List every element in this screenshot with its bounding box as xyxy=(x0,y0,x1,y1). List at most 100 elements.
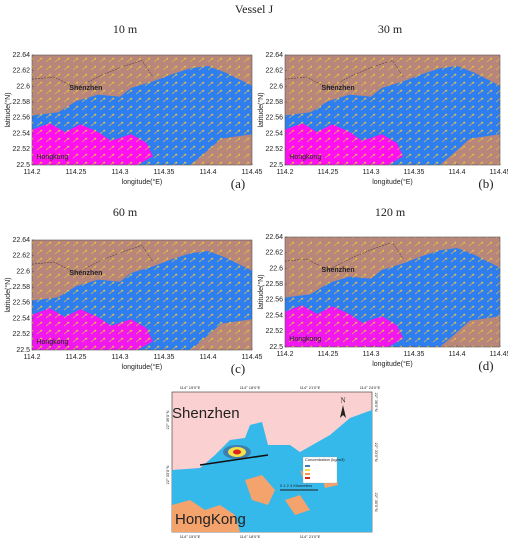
place-label: Shenzhen xyxy=(69,270,102,277)
x-axis-label: longitude(°E) xyxy=(122,363,163,371)
inset-map: Shenzhen HongKong N Concentration (kg/m3… xyxy=(165,385,381,539)
legend-swatch xyxy=(305,469,310,471)
panel-title: 120 m xyxy=(375,205,406,219)
plot-frame xyxy=(31,239,253,351)
plot-frame xyxy=(284,236,501,348)
flow-arrows xyxy=(285,237,500,347)
y-tick-label: 22.52 xyxy=(12,331,30,338)
coord-label: 22° 36'0"N xyxy=(165,410,170,429)
y-tick-label: 22.54 xyxy=(12,130,30,137)
coord-label: 114° 15'0"E xyxy=(180,534,201,539)
x-tick-label: 114.45 xyxy=(490,351,508,358)
y-tick-label: 22.58 xyxy=(12,99,30,106)
y-tick-label: 22.56 xyxy=(265,115,283,122)
panel-label: (b) xyxy=(478,176,493,191)
coord-label: 114° 18'0"E xyxy=(240,385,261,390)
x-tick-label: 114.2 xyxy=(277,351,294,358)
coord-label: 22° 36'0"N xyxy=(374,393,379,412)
x-tick-label: 114.25 xyxy=(66,169,87,176)
flow-arrows xyxy=(32,55,252,165)
north-arrow xyxy=(340,405,346,418)
y-tick-label: 22.62 xyxy=(12,253,30,260)
y-tick-label: 22.58 xyxy=(265,281,283,288)
coord-label: 22° 33'0"N xyxy=(165,465,170,484)
x-tick-label: 114.45 xyxy=(242,354,263,361)
y-tick-label: 22.54 xyxy=(265,130,283,137)
x-tick-label: 114.45 xyxy=(490,169,508,176)
y-tick-label: 22.52 xyxy=(265,328,283,335)
plot-frame xyxy=(284,54,501,166)
place-label: HongKong xyxy=(175,511,246,528)
coord-label: 22° 33'0"N xyxy=(374,443,379,462)
plume xyxy=(233,449,241,455)
y-tick-label: 22.5 xyxy=(16,347,30,354)
y-tick-label: 22.6 xyxy=(269,83,283,90)
y-tick-label: 22.54 xyxy=(265,312,283,319)
x-axis-label: longitude(°E) xyxy=(372,178,413,186)
flow-arrows xyxy=(32,240,252,350)
panel-label: (a) xyxy=(231,176,245,191)
map-panel: 114.2 114.25 114.3 114.35 114.4 114.45 22.5 22.… xyxy=(257,205,508,373)
y-tick-label: 22.64 xyxy=(12,237,30,244)
coord-label: 114° 18'0"E xyxy=(240,534,261,539)
legend-title: Concentration (kg/m3) xyxy=(305,457,345,462)
y-tick-label: 22.5 xyxy=(269,162,283,169)
y-tick-label: 22.58 xyxy=(265,99,283,106)
y-tick-label: 22.5 xyxy=(269,344,283,351)
x-tick-label: 114.3 xyxy=(112,169,129,176)
legend-swatch xyxy=(305,473,310,475)
north-label: N xyxy=(340,397,345,405)
map-panel: 114.2 114.25 114.3 114.35 114.4 114.45 22.5 22.… xyxy=(4,22,263,191)
y-tick-label: 22.62 xyxy=(265,68,283,75)
panel-label: (d) xyxy=(478,358,493,373)
y-tick-label: 22.64 xyxy=(265,234,283,241)
place-label: Hongkong xyxy=(289,154,321,161)
vessel-track xyxy=(199,454,269,466)
x-tick-label: 114.25 xyxy=(66,354,87,361)
coord-label: 114° 24'0"E xyxy=(360,385,381,390)
map-panel: 114.2 114.25 114.3 114.35 114.4 114.45 22.5 22.… xyxy=(257,22,508,191)
legend-swatch xyxy=(305,465,310,467)
y-tick-label: 22.6 xyxy=(269,265,283,272)
place-label: Shenzhen xyxy=(172,405,240,422)
x-tick-label: 114.3 xyxy=(363,169,380,176)
place-label: Hongkong xyxy=(36,154,68,161)
y-tick-label: 22.54 xyxy=(12,315,30,322)
x-tick-label: 114.2 xyxy=(24,169,41,176)
y-tick-label: 22.58 xyxy=(12,284,30,291)
x-tick-label: 114.35 xyxy=(404,169,425,176)
flow-arrows xyxy=(285,55,500,165)
x-tick-label: 114.2 xyxy=(24,354,41,361)
coord-label: 22° 30'0"N xyxy=(374,493,379,512)
sea xyxy=(172,410,372,532)
x-tick-label: 114.45 xyxy=(242,169,263,176)
scale-label: 0 1 2 4 Kilometers xyxy=(280,483,312,488)
y-tick-label: 22.56 xyxy=(12,300,30,307)
y-tick-label: 22.64 xyxy=(12,52,30,59)
y-tick-label: 22.56 xyxy=(12,115,30,122)
panel-title: 10 m xyxy=(113,22,138,36)
x-tick-label: 114.4 xyxy=(200,169,217,176)
x-tick-label: 114.35 xyxy=(154,169,175,176)
x-axis-label: longitude(°E) xyxy=(122,178,163,186)
place-label: Shenzhen xyxy=(322,267,355,274)
place-label: Shenzhen xyxy=(69,85,102,92)
coord-label: 114° 21'0"E xyxy=(300,534,321,539)
x-tick-label: 114.2 xyxy=(277,169,294,176)
land-hongkong xyxy=(172,500,240,532)
x-tick-label: 114.25 xyxy=(318,169,339,176)
x-tick-label: 114.35 xyxy=(404,351,425,358)
x-tick-label: 114.4 xyxy=(449,169,466,176)
x-tick-label: 114.4 xyxy=(449,351,466,358)
panel-title: 30 m xyxy=(378,22,403,36)
plot-frame xyxy=(31,54,253,166)
y-axis-label: latitude(°N) xyxy=(4,92,12,127)
y-axis-label: latitude(°N) xyxy=(257,274,265,309)
y-tick-label: 22.52 xyxy=(265,146,283,153)
x-tick-label: 114.25 xyxy=(318,351,339,358)
y-tick-label: 22.64 xyxy=(265,52,283,59)
x-tick-label: 114.35 xyxy=(154,354,175,361)
x-tick-label: 114.3 xyxy=(363,351,380,358)
place-label: Shenzhen xyxy=(322,85,355,92)
